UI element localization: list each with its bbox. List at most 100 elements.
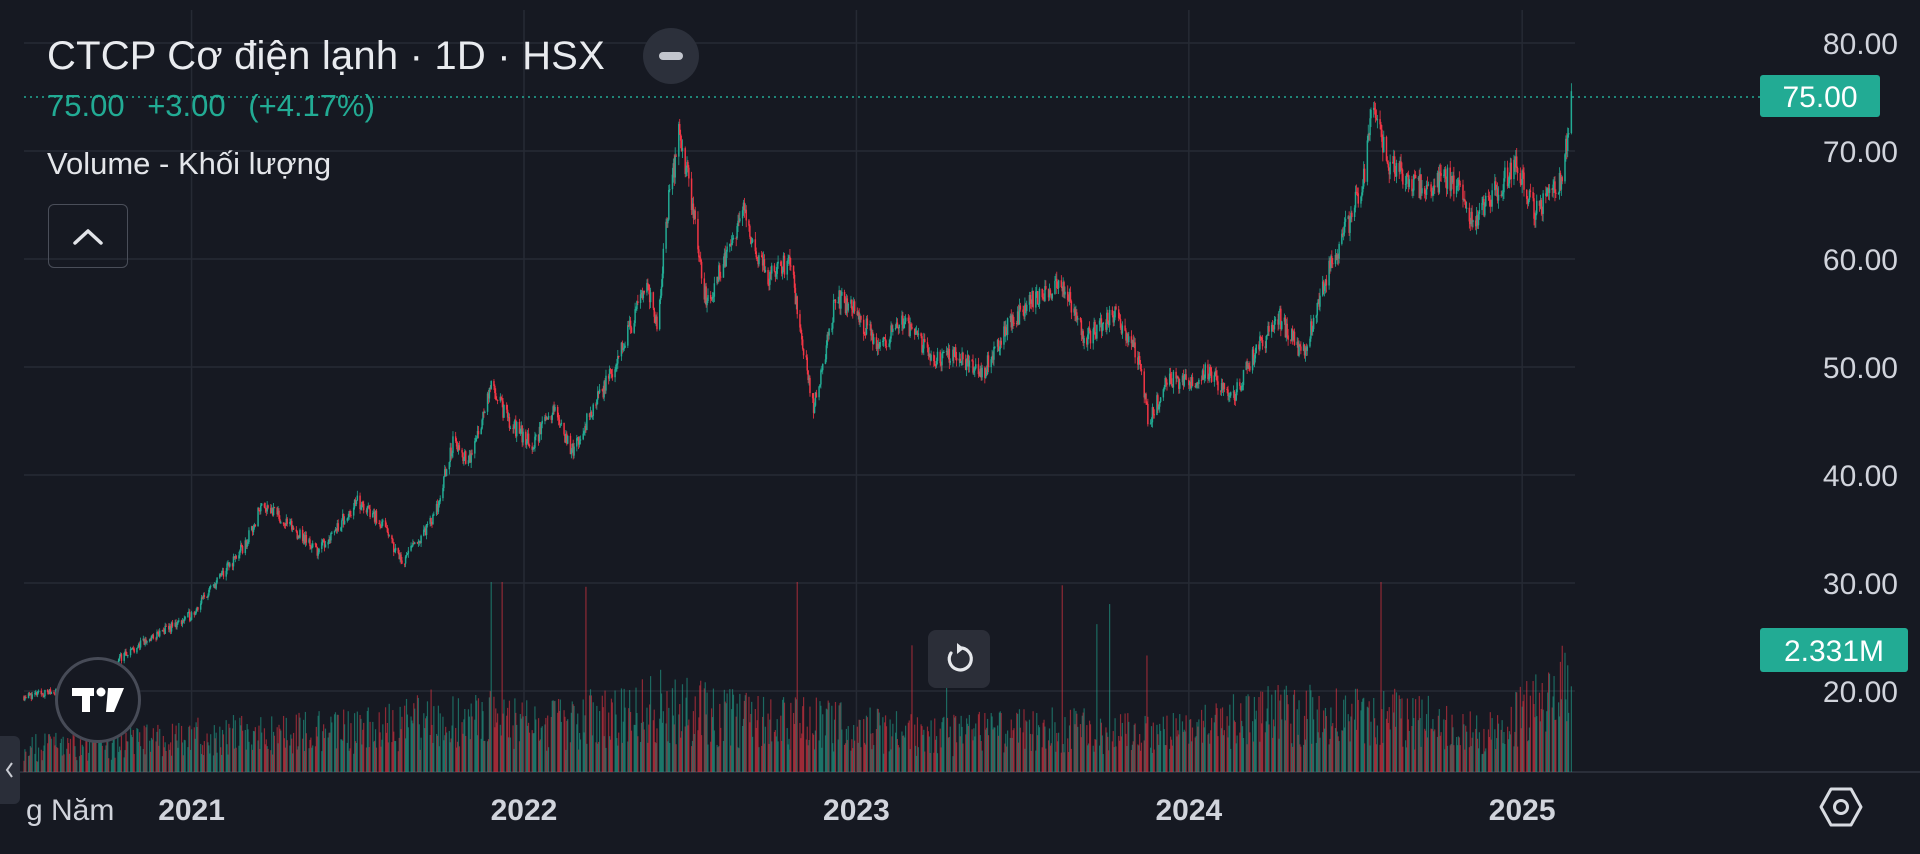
volume-bar	[266, 746, 268, 772]
time-axis[interactable]: 2021 2022 2023 2024 2025	[158, 794, 1555, 827]
candle-body	[879, 341, 881, 348]
volume-bar	[1496, 715, 1499, 772]
volume-bar	[617, 745, 619, 772]
collapse-indicators-button[interactable]	[48, 204, 128, 268]
candle-body	[742, 202, 745, 211]
candle-body	[445, 469, 448, 476]
volume-bar	[588, 695, 591, 772]
candle-body	[1100, 318, 1103, 332]
volume-bar	[773, 731, 776, 772]
volume-bar	[985, 729, 987, 772]
volume-bar	[429, 734, 431, 772]
volume-bar	[1088, 743, 1090, 772]
volume-bar	[710, 741, 712, 772]
candle-body	[888, 343, 890, 347]
volume-bar	[382, 724, 384, 772]
volume-bar	[49, 736, 52, 772]
candle-body	[1507, 183, 1510, 187]
candle-body	[546, 418, 548, 420]
volume-bar	[800, 738, 802, 772]
volume-bar	[955, 716, 957, 772]
candle-body	[1098, 320, 1101, 325]
volume-bar	[1037, 725, 1040, 772]
candle-body	[895, 322, 898, 329]
volume-bar	[692, 711, 694, 772]
volume-bar	[737, 747, 739, 772]
volume-bar	[196, 726, 198, 772]
chart-settings-button[interactable]	[1818, 784, 1864, 830]
reset-chart-button[interactable]	[928, 630, 990, 688]
candle-body	[1305, 347, 1308, 351]
expand-sidebar-button[interactable]	[0, 736, 20, 804]
volume-bar	[142, 748, 144, 772]
candle-body	[1107, 312, 1109, 322]
volume-bar	[98, 734, 100, 772]
candle-body	[609, 369, 612, 371]
candle-body	[845, 298, 848, 314]
volume-bar	[292, 732, 295, 772]
candle-body	[137, 647, 139, 649]
candle-body	[1405, 174, 1408, 184]
volume-bar	[442, 716, 444, 772]
volume-bar	[61, 755, 63, 772]
volume-bar	[1080, 737, 1082, 772]
volume-bar	[579, 739, 582, 772]
volume-bar	[378, 712, 380, 772]
volume-bar	[1042, 722, 1044, 772]
tradingview-logo[interactable]	[55, 657, 141, 743]
candle-body	[303, 535, 306, 544]
candle-body	[1245, 362, 1247, 370]
volume-bar	[1400, 718, 1402, 772]
candle-body	[1570, 91, 1573, 133]
volume-bar	[661, 722, 664, 772]
candle-body	[1277, 319, 1279, 325]
candle-body	[1469, 221, 1472, 225]
candle-body	[374, 510, 377, 522]
volume-bar	[974, 736, 976, 772]
volume-bar	[597, 743, 599, 772]
candle-body	[813, 405, 816, 413]
volume-bar	[1022, 732, 1024, 772]
volume-bar	[207, 742, 209, 772]
volume-bar	[578, 749, 580, 772]
candle-body	[1197, 382, 1199, 384]
settings-hexagon-icon	[1819, 787, 1863, 827]
candle-body	[730, 242, 733, 245]
candle-body	[1201, 370, 1204, 380]
volume-bar	[363, 722, 365, 772]
volume-bar	[1003, 752, 1005, 772]
candle-body	[1311, 329, 1314, 332]
candle-body	[1274, 319, 1277, 321]
volume-bar	[996, 725, 999, 772]
candle-body	[1286, 323, 1288, 336]
volume-bar	[252, 730, 255, 772]
candle-body	[1247, 365, 1249, 369]
volume-bar	[1284, 720, 1286, 772]
candle-body	[1229, 392, 1232, 396]
volume-bar	[1190, 741, 1193, 772]
candle-body	[780, 265, 783, 274]
volume-bar	[656, 728, 658, 772]
candle-body	[286, 518, 288, 524]
volume-bar	[813, 734, 815, 772]
candle-body	[1420, 174, 1422, 194]
volume-bar	[210, 734, 212, 772]
volume-bar	[144, 754, 146, 772]
candle-body	[556, 406, 559, 418]
volume-indicator-label[interactable]: Volume - Khối lượng	[47, 146, 332, 181]
candle-body	[719, 265, 721, 277]
candle-body	[180, 620, 183, 625]
volume-bar	[1445, 705, 1448, 772]
candle-body	[318, 548, 320, 553]
candle-body	[399, 554, 401, 560]
volume-bar	[107, 731, 109, 772]
volume-bar	[602, 707, 604, 772]
volume-bar	[1130, 750, 1133, 772]
volume-bar	[1502, 743, 1504, 772]
symbol-title[interactable]: CTCP Cơ điện lạnh · 1D · HSX	[47, 33, 605, 78]
candle-body	[853, 301, 856, 312]
candle-body	[640, 292, 643, 295]
hide-legend-button[interactable]	[642, 28, 699, 84]
